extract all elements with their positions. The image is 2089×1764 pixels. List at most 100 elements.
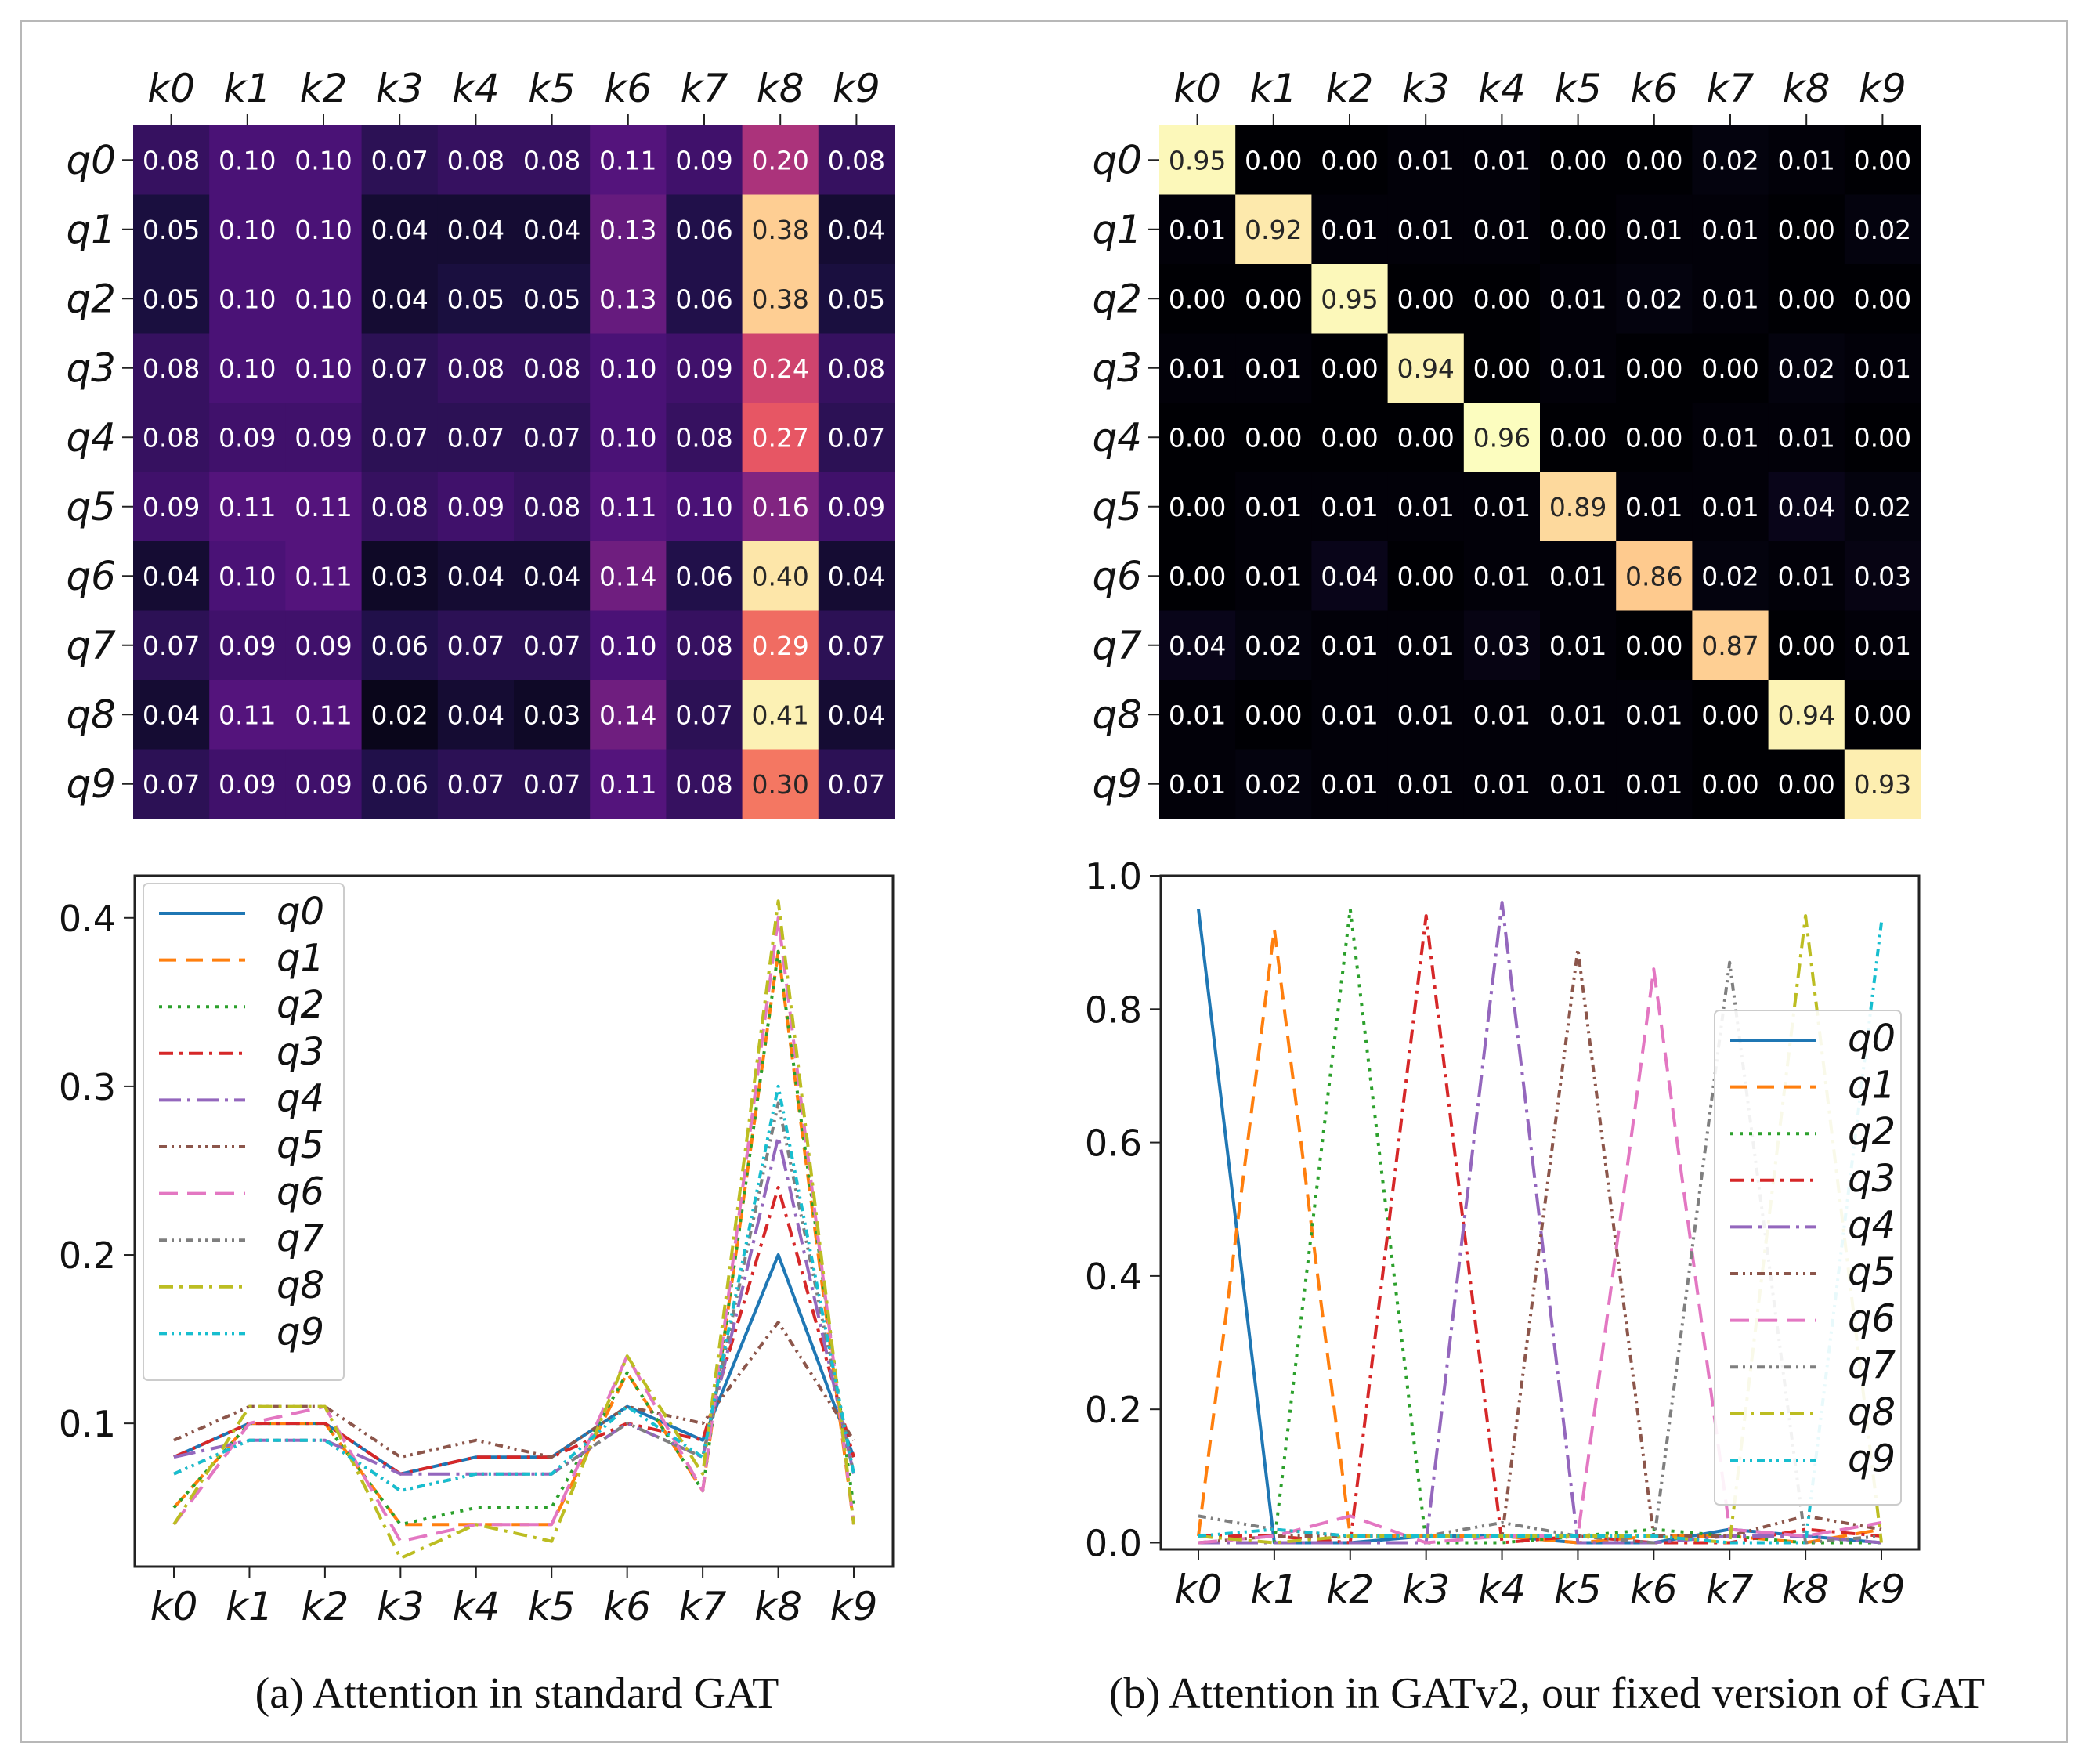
heatmap-cell [133, 403, 210, 473]
heatmap-cell [514, 403, 591, 473]
heatmap-cell-value: 0.01 [1701, 492, 1758, 522]
heatmap-cell [1311, 125, 1389, 196]
heatmap-cell-value: 0.01 [1397, 631, 1454, 661]
series-line [173, 1186, 855, 1476]
heatmap-cell-value: 0.02 [370, 699, 428, 730]
heatmap-cell-value: 0.01 [1169, 353, 1226, 384]
heatmap-cell [1844, 333, 1921, 403]
heatmap-cell [818, 610, 895, 681]
heatmap-cell-value: 0.10 [675, 492, 732, 522]
heatmap-cell-value: 0.24 [751, 353, 808, 384]
heatmap-cell [437, 472, 515, 542]
y-tick-label: q7 [1092, 623, 1142, 668]
heatmap-cell [1540, 541, 1617, 612]
heatmap-cell-value: 0.02 [1245, 769, 1302, 800]
y-tick-label: q0 [66, 137, 116, 183]
x-tick-label: k4 [452, 1584, 500, 1629]
heatmap-cell-value: 0.01 [1777, 422, 1834, 453]
y-tick-label: 0.1 [59, 1403, 116, 1445]
heatmap-cell [1616, 194, 1693, 265]
heatmap-cell [1159, 403, 1236, 473]
heatmap-cell-value: 0.00 [1549, 145, 1607, 175]
heatmap-cell-value: 0.00 [1169, 284, 1226, 314]
heatmap-cell [1159, 194, 1236, 265]
heatmap-cell-value: 0.06 [370, 769, 428, 800]
heatmap-cell [285, 680, 363, 750]
heatmap-cell-value: 0.01 [1473, 492, 1531, 522]
heatmap-cell-value: 0.01 [1397, 145, 1454, 175]
heatmap-cell-value: 0.11 [219, 699, 276, 730]
heatmap-cell [1692, 680, 1769, 750]
heatmap-cell-value: 0.14 [599, 699, 656, 730]
y-tick-label: q8 [1092, 692, 1142, 737]
x-tick-label: k8 [1782, 1567, 1830, 1612]
heatmap-cell [1768, 610, 1845, 681]
heatmap-cell-value: 0.07 [447, 631, 504, 661]
y-tick-label: q1 [66, 207, 116, 252]
heatmap-cell [361, 333, 439, 403]
x-tick-label: k5 [1554, 66, 1602, 111]
heatmap-cell [285, 749, 363, 819]
heatmap-cell [666, 610, 743, 681]
heatmap-cell-value: 0.00 [1625, 631, 1682, 661]
heatmap-cell-value: 0.07 [143, 631, 200, 661]
heatmap-cell-value: 0.08 [675, 631, 732, 661]
heatmap-cell [285, 125, 363, 196]
heatmap-cell [1692, 194, 1769, 265]
heatmap-gat: 0.08 0.10 0.10 0.07 0.08 0.08 0.11 0.09 0.20 0.08… [66, 66, 895, 819]
heatmap-cell [666, 264, 743, 334]
heatmap-cell-value: 0.00 [1625, 353, 1682, 384]
heatmap-cell [133, 541, 210, 612]
heatmap-cell [285, 333, 363, 403]
x-tick-label: k6 [604, 66, 652, 111]
legend-label: q2 [1848, 1110, 1896, 1154]
heatmap-cell [1616, 125, 1693, 196]
y-tick-label: 0.3 [59, 1066, 116, 1108]
heatmap-cell [1463, 610, 1541, 681]
heatmap-cell-value: 0.07 [143, 769, 200, 800]
y-tick-label: 0.8 [1085, 989, 1142, 1031]
x-tick-label: k3 [376, 66, 424, 111]
heatmap-cell [514, 333, 591, 403]
heatmap-cell [666, 194, 743, 265]
heatmap-cell-value: 0.01 [1854, 631, 1911, 661]
heatmap-cell-value: 0.02 [1854, 492, 1911, 522]
heatmap-cell [1768, 264, 1845, 334]
heatmap-cell [1844, 541, 1921, 612]
heatmap-cell [437, 749, 515, 819]
heatmap-cell-value: 0.00 [1321, 422, 1378, 453]
heatmap-cell [361, 264, 439, 334]
heatmap-cell-value: 0.01 [1625, 699, 1682, 730]
heatmap-cell-value: 0.14 [599, 561, 656, 591]
heatmap-cell [590, 541, 667, 612]
x-tick-label: k9 [1859, 66, 1906, 111]
heatmap-cell-value: 0.00 [1397, 422, 1454, 453]
legend-label: q7 [276, 1216, 324, 1260]
heatmap-cell-value: 0.09 [219, 422, 276, 453]
x-tick-label: k2 [301, 1584, 349, 1629]
series-line [1198, 907, 1881, 1545]
heatmap-cell-value: 0.87 [1701, 631, 1758, 661]
heatmap-cell-value: 0.09 [143, 492, 200, 522]
legend-label: q5 [1848, 1250, 1896, 1294]
heatmap-cell [742, 610, 819, 681]
heatmap-cell [1540, 125, 1617, 196]
heatmap-cell [361, 472, 439, 542]
legend-label: q9 [276, 1310, 324, 1354]
heatmap-cell-value: 0.06 [675, 284, 732, 314]
heatmap-cell-value: 0.07 [370, 422, 428, 453]
heatmap-cell-value: 0.01 [1169, 699, 1226, 730]
heatmap-cell-value: 0.00 [1854, 699, 1911, 730]
heatmap-cell-value: 0.01 [1854, 353, 1911, 384]
heatmap-cell-value: 0.08 [143, 353, 200, 384]
y-tick-label: q5 [66, 484, 116, 530]
heatmap-cell [1235, 194, 1312, 265]
heatmap-cell [818, 472, 895, 542]
heatmap-cell-value: 0.05 [828, 284, 885, 314]
legend-label: q6 [1848, 1297, 1896, 1341]
heatmap-cell [285, 541, 363, 612]
heatmap-cell-value: 0.02 [1854, 215, 1911, 245]
x-tick-label: k7 [1706, 1567, 1754, 1612]
x-tick-label: k0 [1175, 1567, 1223, 1612]
heatmap-cell-value: 0.92 [1245, 215, 1302, 245]
